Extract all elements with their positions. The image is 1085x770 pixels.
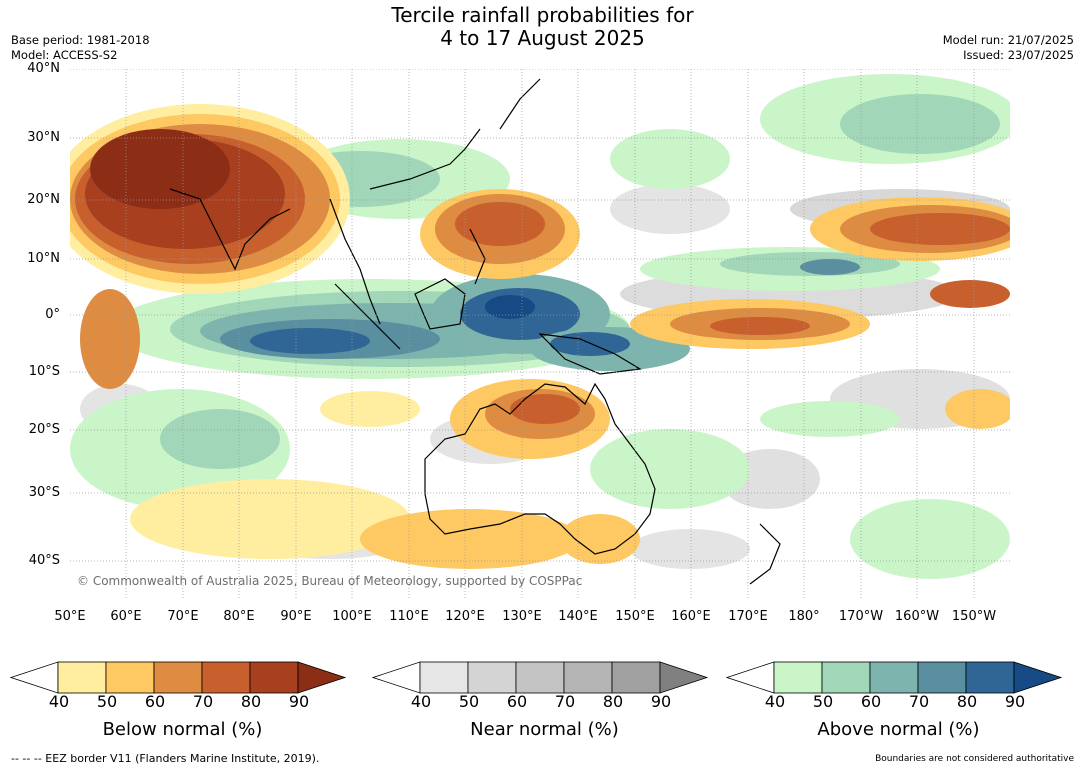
new-guinea-coast [538,333,642,375]
legend-tick: 80 [602,692,624,711]
lon-label: 160°W [894,609,940,624]
new-zealand-coast [749,523,781,585]
legend-min-extension [726,661,775,694]
legend-max-extension [659,661,709,694]
lat-label: 0° [45,307,60,322]
legend-tick: 40 [410,692,432,711]
legend-color-swatch [563,661,613,694]
legend-tick: 90 [288,692,310,711]
base-period: Base period: 1981-2018 [11,33,150,47]
lat-label: 20°S [28,422,60,437]
rainfall-map [70,69,1010,599]
lon-label: 170°W [838,609,884,624]
legend-color-swatch [467,661,517,694]
china-coast [369,128,481,190]
lat-label: 40°S [28,553,60,568]
copyright-notice: © Commonwealth of Australia 2025, Bureau… [77,574,583,588]
legend-tick: 80 [956,692,978,711]
legend-tick: 90 [1004,692,1026,711]
legend-color-swatch [153,661,203,694]
meta-right: Model run: 21/07/2025 Issued: 23/07/2025 [943,33,1074,63]
lon-label: 90°E [280,609,312,624]
legend-tick: 60 [144,692,166,711]
sumatra-coast [334,283,401,350]
graticule [70,69,1010,599]
legend-label-below-normal: Below normal (%) [102,719,263,740]
lon-label: 160°E [671,609,711,624]
lon-label: 50°E [54,609,86,624]
legend-color-swatch [965,661,1015,694]
title-line-1: Tercile rainfall probabilities for [391,3,694,27]
legend-tick: 40 [48,692,70,711]
legend-color-swatch [419,661,469,694]
legend-color-swatch [249,661,299,694]
legend-tick: 80 [240,692,262,711]
legend-tick: 50 [812,692,834,711]
legend-color-swatch [821,661,871,694]
lon-label: 110°E [389,609,429,624]
lon-label: 150°W [951,609,997,624]
lon-label: 80°E [223,609,255,624]
lat-label: 10°S [28,364,60,379]
legend-tick: 90 [650,692,672,711]
coastlines [169,78,781,585]
lon-label: 130°E [502,609,542,624]
legend-color-swatch [201,661,251,694]
india-coast [169,188,291,271]
eez-border-note: -- -- -- EEZ border V11 (Flanders Marine… [11,752,320,765]
boundaries-disclaimer: Boundaries are not considered authoritat… [875,754,1074,764]
legend-color-swatch [611,661,661,694]
legend-tick: 60 [860,692,882,711]
japan-coast [499,78,541,130]
borneo-coast [414,278,466,330]
legend-color-swatch [869,661,919,694]
legend-min-extension [10,661,59,694]
colorbar-above-normal [726,661,1063,694]
lon-label: 70°E [167,609,199,624]
legend-max-extension [297,661,347,694]
legend-color-swatch [773,661,823,694]
lat-label: 30°N [27,130,60,145]
legend-color-swatch [515,661,565,694]
map-title: Tercile rainfall probabilities for 4 to … [0,4,1085,50]
legend-min-extension [372,661,421,694]
meta-left: Base period: 1981-2018 Model: ACCESS-S2 [11,33,150,63]
legend-color-swatch [57,661,107,694]
legend-tick: 70 [192,692,214,711]
model-name: Model: ACCESS-S2 [11,48,118,62]
indochina-coast [329,198,381,325]
lon-label: 60°E [110,609,142,624]
legend-tick: 50 [458,692,480,711]
lat-label: 30°S [28,485,60,500]
legend-label-above-normal: Above normal (%) [817,719,980,740]
australia-coast [424,382,656,555]
legend-tick: 70 [908,692,930,711]
lon-label: 180° [788,609,820,624]
lat-label: 40°N [27,61,60,76]
lon-label: 100°E [332,609,372,624]
legend-max-extension [1013,661,1063,694]
lon-label: 150°E [615,609,655,624]
lat-label: 20°N [27,192,60,207]
colorbar-near-normal [372,661,709,694]
model-run: Model run: 21/07/2025 [942,33,1074,47]
legend-tick: 70 [554,692,576,711]
lon-label: 170°E [728,609,768,624]
issued-date: Issued: 23/07/2025 [963,48,1074,62]
legend-color-swatch [105,661,155,694]
colorbar-below-normal [10,661,347,694]
legend-tick: 50 [96,692,118,711]
below-normal-regions [70,104,1010,569]
philippines-coast [469,228,486,285]
lon-label: 120°E [445,609,485,624]
legend-tick: 60 [506,692,528,711]
title-line-2: 4 to 17 August 2025 [440,26,645,50]
legend-tick: 40 [764,692,786,711]
legend-label-near-normal: Near normal (%) [470,719,619,740]
lat-label: 10°N [27,251,60,266]
lon-label: 140°E [558,609,598,624]
legend-color-swatch [917,661,967,694]
